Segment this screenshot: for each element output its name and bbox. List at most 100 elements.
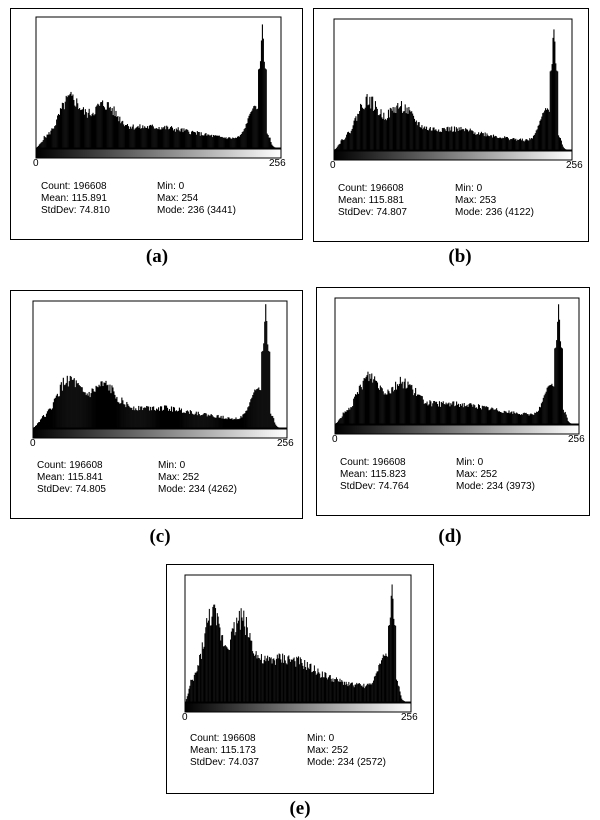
histogram-bar (165, 405, 168, 428)
histogram-bar (370, 108, 372, 150)
histogram-bar (420, 395, 422, 424)
histogram-bar (214, 604, 216, 702)
histogram-bar (432, 403, 434, 424)
histogram-bar (165, 129, 167, 148)
histogram-bar (527, 414, 529, 424)
histogram-bar (365, 686, 367, 702)
histogram-bar (250, 112, 252, 148)
histogram-bar (340, 681, 342, 702)
histogram-bar (201, 135, 203, 148)
histogram-bar (510, 412, 512, 424)
histogram-bar (448, 131, 450, 150)
histogram-bar (365, 376, 367, 424)
histogram-bar (377, 671, 379, 702)
histogram-bar (107, 384, 109, 428)
histogram-bar (501, 412, 503, 424)
histogram-bar (187, 693, 189, 702)
histogram-bar (135, 127, 137, 148)
histogram-bar (155, 127, 157, 148)
histogram-bars-c (33, 304, 281, 428)
histogram-bar (487, 135, 489, 150)
histogram-bar (198, 665, 200, 702)
histogram-bar (381, 388, 383, 424)
histogram-bar (145, 407, 147, 428)
histogram-bar (39, 419, 42, 428)
histogram-bar (303, 668, 305, 702)
histogram-bar (554, 41, 556, 150)
histogram-bar (271, 663, 273, 702)
histogram-bar (119, 403, 121, 428)
histogram-bar (252, 653, 255, 702)
histogram-bar (128, 405, 130, 428)
histogram-bar (503, 138, 505, 150)
histogram-bar (59, 384, 61, 428)
histogram-bar (262, 663, 264, 702)
x-tick-max: 256 (401, 712, 418, 723)
histogram-bar (296, 656, 298, 702)
histogram-bar (138, 405, 140, 428)
x-tick-max: 256 (568, 434, 585, 445)
histogram-bar (437, 406, 440, 424)
histogram-bar (359, 111, 361, 150)
stat-mode: Mode: 236 (3441) (157, 205, 236, 216)
histogram-bar (347, 686, 349, 702)
histogram-bar (97, 387, 99, 428)
histogram-bar (368, 381, 370, 424)
histogram-bar (395, 113, 397, 150)
histogram-bar (477, 404, 480, 424)
histogram-bar (350, 130, 352, 150)
histogram-bar (180, 128, 182, 148)
histogram-bar (255, 390, 257, 428)
histogram-bar (105, 109, 107, 148)
histogram-bar (251, 640, 253, 702)
histogram-bar (509, 139, 511, 150)
histogram-bar (187, 411, 189, 428)
histogram-bar (80, 110, 82, 148)
histogram-bar (378, 665, 380, 702)
histogram-bar (260, 390, 262, 428)
histogram-bar (339, 678, 341, 702)
histogram-bar (260, 654, 262, 702)
histogram-bar (551, 383, 553, 424)
histogram-bar (413, 115, 415, 150)
histogram-bar (83, 114, 85, 148)
histogram-bar (276, 654, 278, 702)
histogram-bar (195, 134, 197, 148)
histogram-bar (217, 414, 219, 428)
histogram-bar (217, 135, 219, 148)
histogram-bar (410, 111, 412, 150)
histogram-bar (259, 389, 261, 428)
histogram-bar (264, 321, 266, 428)
histogram-bar (422, 399, 424, 424)
histogram-bar (458, 127, 460, 150)
histogram-bar (379, 385, 381, 424)
histogram-bar (228, 137, 230, 148)
histogram-bar (273, 418, 275, 428)
histogram-bar (482, 406, 484, 424)
histogram-bar (387, 389, 389, 424)
histogram-bar (394, 389, 396, 424)
histogram-bar (55, 395, 57, 428)
histogram-bar (385, 118, 387, 150)
histogram-bar (348, 132, 350, 150)
histogram-bar (227, 417, 229, 428)
histogram-bar (277, 426, 279, 428)
histogram-bar (466, 404, 468, 424)
histogram-bar (252, 651, 254, 702)
histogram-bar (431, 130, 433, 150)
histogram-bar (375, 673, 377, 702)
histogram-bar (186, 696, 188, 702)
histogram-bar (176, 129, 178, 148)
histogram-bar (326, 677, 328, 702)
histogram-bar (166, 407, 169, 428)
histogram-bar (189, 685, 191, 702)
histogram-bar (393, 391, 395, 424)
histogram-bar (36, 423, 39, 428)
histogram-bar (223, 418, 225, 428)
histogram-bar (439, 131, 441, 150)
histogram-bar (282, 662, 285, 702)
histogram-bar (392, 107, 394, 150)
histogram-bar (400, 101, 403, 150)
histogram-bar (229, 137, 231, 148)
histogram-bar (132, 410, 134, 428)
